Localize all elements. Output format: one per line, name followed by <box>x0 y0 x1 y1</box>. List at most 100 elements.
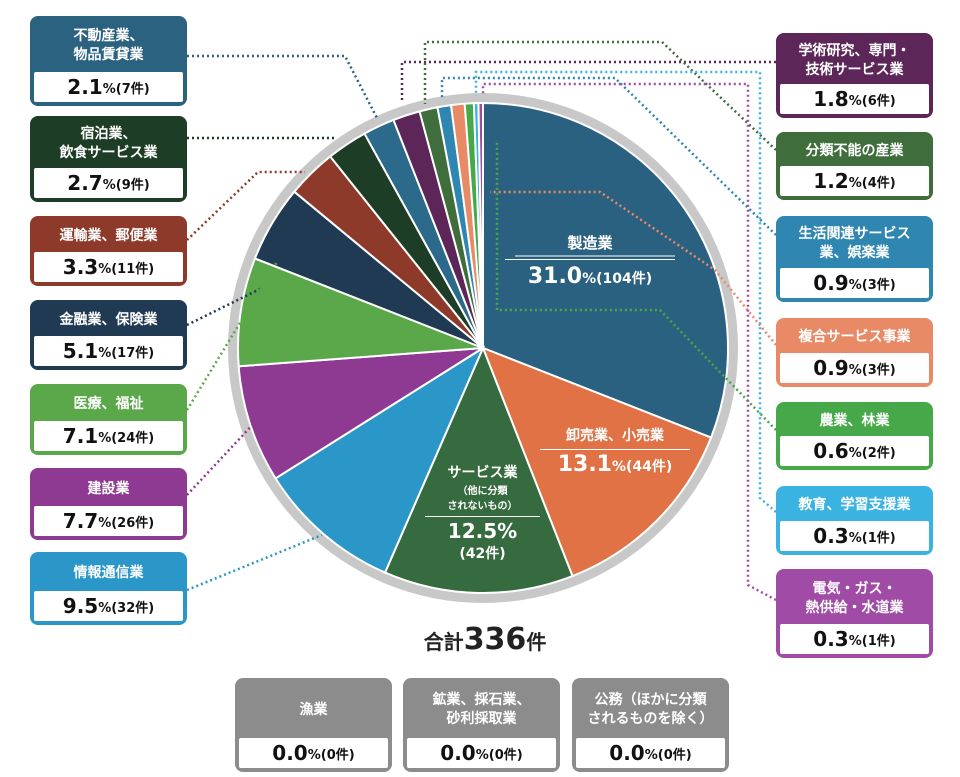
category-box: 分類不能の産業 1.2 %(4件) <box>776 132 933 200</box>
percent: 0.9 <box>813 356 849 380</box>
count: %(3件) <box>848 277 896 293</box>
leader-line <box>481 82 777 602</box>
category-name-line: 建設業 <box>87 480 130 497</box>
pie-slice <box>274 345 486 574</box>
category-name: 学術研究、専門・ 技術サービス業 <box>780 37 929 84</box>
category-name-line: 運輸業、郵便業 <box>59 227 158 244</box>
category-box: 金融業、保険業 5.1 %(17件) <box>30 300 187 370</box>
percent: 0.3 <box>813 524 849 548</box>
category-value: 2.7 %(9件) <box>34 168 183 198</box>
percent: 9.5 <box>62 594 99 618</box>
category-value: 1.2 %(4件) <box>780 166 929 196</box>
count: %(9件) <box>102 177 150 193</box>
category-box: 運輸業、郵便業 3.3 %(11件) <box>30 216 187 286</box>
category-name-line: 電気・ガス・ <box>812 580 897 597</box>
category-value: 0.0 %(0件) <box>407 738 556 768</box>
category-name: 分類不能の産業 <box>780 136 929 166</box>
inside-label-manufacturing: 製造業 31.0%(104件) <box>505 232 675 289</box>
slice-label: 製造業 <box>505 232 675 260</box>
leader-line <box>423 40 777 151</box>
count: %(7件) <box>102 81 150 97</box>
percent: 1.8 <box>813 87 849 111</box>
category-name-line: 教育、学習支援業 <box>798 497 911 514</box>
category-box: 不動産業、 物品賃貸業 2.1 %(7件) <box>30 16 187 106</box>
percent: 3.3 <box>62 255 99 279</box>
count: %(11件) <box>98 261 155 277</box>
category-value: 0.0 %(0件) <box>576 738 725 768</box>
inside-label-wholesale: 卸売業、小売業 13.1%(44件) <box>540 425 690 477</box>
category-name-line: 公務（ほかに分類 <box>594 692 707 709</box>
category-name-line: 物品賃貸業 <box>73 47 144 63</box>
pie-slice <box>237 257 484 368</box>
percent: 0.0 <box>272 741 308 765</box>
category-value: 9.5 %(32件) <box>34 591 183 621</box>
slice-label: サービス業 <box>447 465 518 481</box>
percent: 2.7 <box>67 171 103 195</box>
category-name: 生活関連サービス 業、娯楽業 <box>780 220 929 268</box>
percent: 7.7 <box>62 509 99 533</box>
count: %(3件) <box>848 362 896 378</box>
leader-line <box>185 261 279 411</box>
count: %(26件) <box>98 515 155 531</box>
category-value: 5.1 %(17件) <box>34 336 183 366</box>
count: %(0件) <box>307 747 355 763</box>
category-box: 教育、学習支援業 0.3 %(1件) <box>776 486 933 555</box>
category-name-line: 鉱業、採石業、 <box>432 692 531 709</box>
count: %(0件) <box>644 747 692 763</box>
total-value: 336 <box>463 622 527 657</box>
category-value: 2.1 %(7件) <box>34 72 183 102</box>
pie-slice <box>383 345 574 594</box>
leader-line <box>186 419 258 496</box>
category-name-line: 業、娯楽業 <box>819 245 890 261</box>
category-name: 公務（ほかに分類 されるものを除く） <box>576 682 725 738</box>
category-box: 複合サービス事業 0.9 %(3件) <box>776 318 933 387</box>
count: %(1件) <box>848 530 896 546</box>
percent: 0.9 <box>813 271 849 295</box>
category-name: 教育、学習支援業 <box>780 490 929 521</box>
slice-sublabel: （他に分類 <box>457 486 508 497</box>
category-value: 7.7 %(26件) <box>34 506 183 536</box>
category-name: 金融業、保険業 <box>34 304 183 336</box>
category-name: 医療、福祉 <box>34 388 183 421</box>
leader-line <box>490 190 777 346</box>
slice-count: (42件) <box>459 546 506 562</box>
total-label: 合計336件 <box>395 622 575 657</box>
category-value: 3.3 %(11件) <box>34 252 183 282</box>
total-text: 合計 <box>423 630 464 654</box>
count: %(32件) <box>98 600 155 616</box>
count: %(17件) <box>98 345 155 361</box>
slice-sublabel: されないもの） <box>425 497 540 517</box>
category-name: 建設業 <box>34 472 183 506</box>
category-name-line: 宿泊業、 <box>80 126 137 143</box>
category-name-line: されるものを除く） <box>587 711 714 727</box>
category-name-line: 漁業 <box>299 701 328 718</box>
category-box: 電気・ガス・ 熱供給・水道業 0.3 %(1件) <box>776 569 933 658</box>
category-name: 情報通信業 <box>34 556 183 591</box>
count: %(6件) <box>848 93 896 109</box>
percent: 7.1 <box>62 424 99 448</box>
category-value: 0.9 %(3件) <box>780 353 929 383</box>
category-value: 0.0 %(0件) <box>239 738 388 768</box>
category-value: 0.3 %(1件) <box>780 521 929 551</box>
category-box: 鉱業、採石業、 砂利採取業 0.0 %(0件) <box>403 678 560 772</box>
slice-label: 卸売業、小売業 <box>540 425 690 450</box>
leader-line <box>186 533 323 592</box>
count: %(0件) <box>475 747 523 763</box>
count: %(2件) <box>848 445 896 461</box>
category-box: 宿泊業、 飲食サービス業 2.7 %(9件) <box>30 116 187 202</box>
category-box: 公務（ほかに分類 されるものを除く） 0.0 %(0件) <box>572 678 729 772</box>
category-name: 不動産業、 物品賃貸業 <box>34 20 183 72</box>
category-box: 漁業 0.0 %(0件) <box>235 678 392 772</box>
category-name: 漁業 <box>239 682 388 738</box>
percent: 0.0 <box>440 741 476 765</box>
category-value: 0.6 %(2件) <box>780 436 929 466</box>
category-name-line: 学術研究、専門・ <box>798 42 911 59</box>
count: %(4件) <box>848 175 896 191</box>
slice-count: %(104件) <box>582 271 653 287</box>
category-name-line: 農業、林業 <box>819 412 890 429</box>
inside-label-services: サービス業 （他に分類 されないもの） 12.5% (42件) <box>425 462 540 563</box>
slice-percent: 31.0 <box>527 264 583 289</box>
leader-line <box>187 54 380 121</box>
